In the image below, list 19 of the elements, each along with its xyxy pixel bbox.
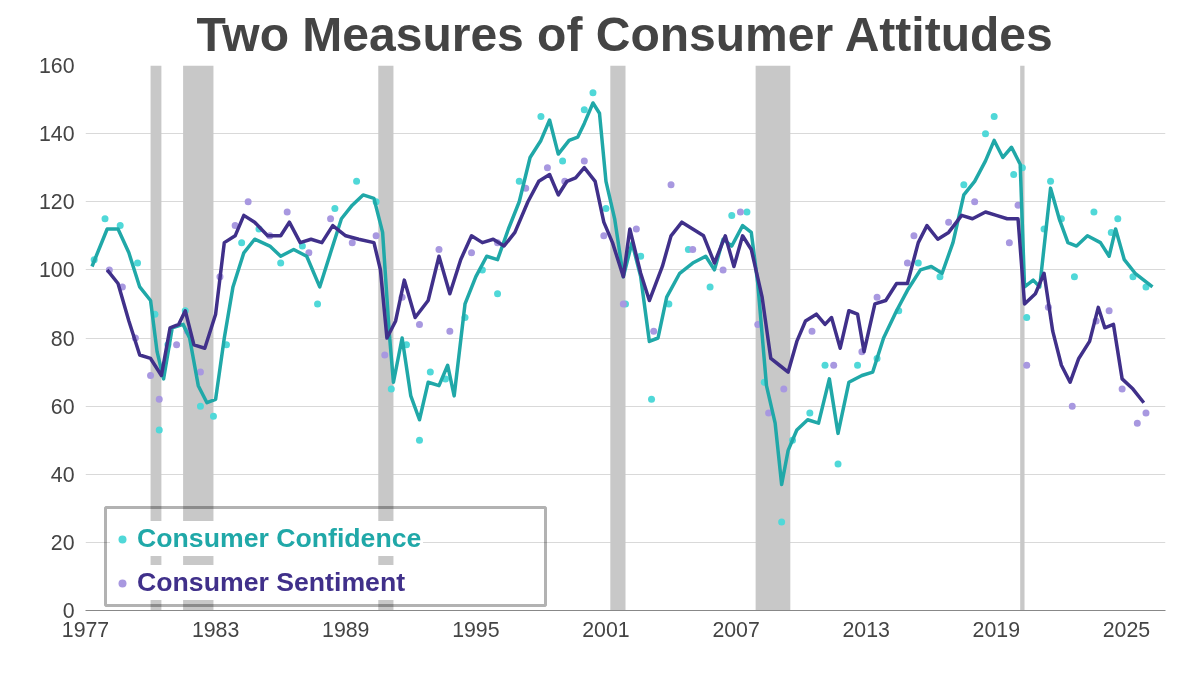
y-tick-label: 100 <box>38 258 75 283</box>
x-tick-label: 1995 <box>452 617 500 642</box>
x-tick-label: 2025 <box>1102 617 1151 642</box>
y-tick-label: 40 <box>50 462 75 487</box>
x-tick-label: 2007 <box>712 617 760 642</box>
chart-title: Two Measures of Consumer Attitudes <box>196 7 1053 61</box>
y-tick-label: 80 <box>50 326 75 351</box>
x-tick-label: 2019 <box>972 617 1021 642</box>
y-tick-label: 60 <box>50 394 75 419</box>
y-tick-label: 20 <box>50 530 75 555</box>
x-tick-label: 1983 <box>191 617 240 642</box>
y-tick-label: 160 <box>38 54 75 78</box>
y-tick-label: 120 <box>38 190 75 215</box>
x-tick-label: 2013 <box>842 617 890 642</box>
legend-label: Consumer Confidence <box>137 523 422 554</box>
x-tick-label: 1989 <box>322 617 370 642</box>
legend-label: Consumer Sentiment <box>137 567 406 598</box>
y-tick-label: 140 <box>38 122 75 147</box>
x-tick-label: 2001 <box>582 617 630 642</box>
